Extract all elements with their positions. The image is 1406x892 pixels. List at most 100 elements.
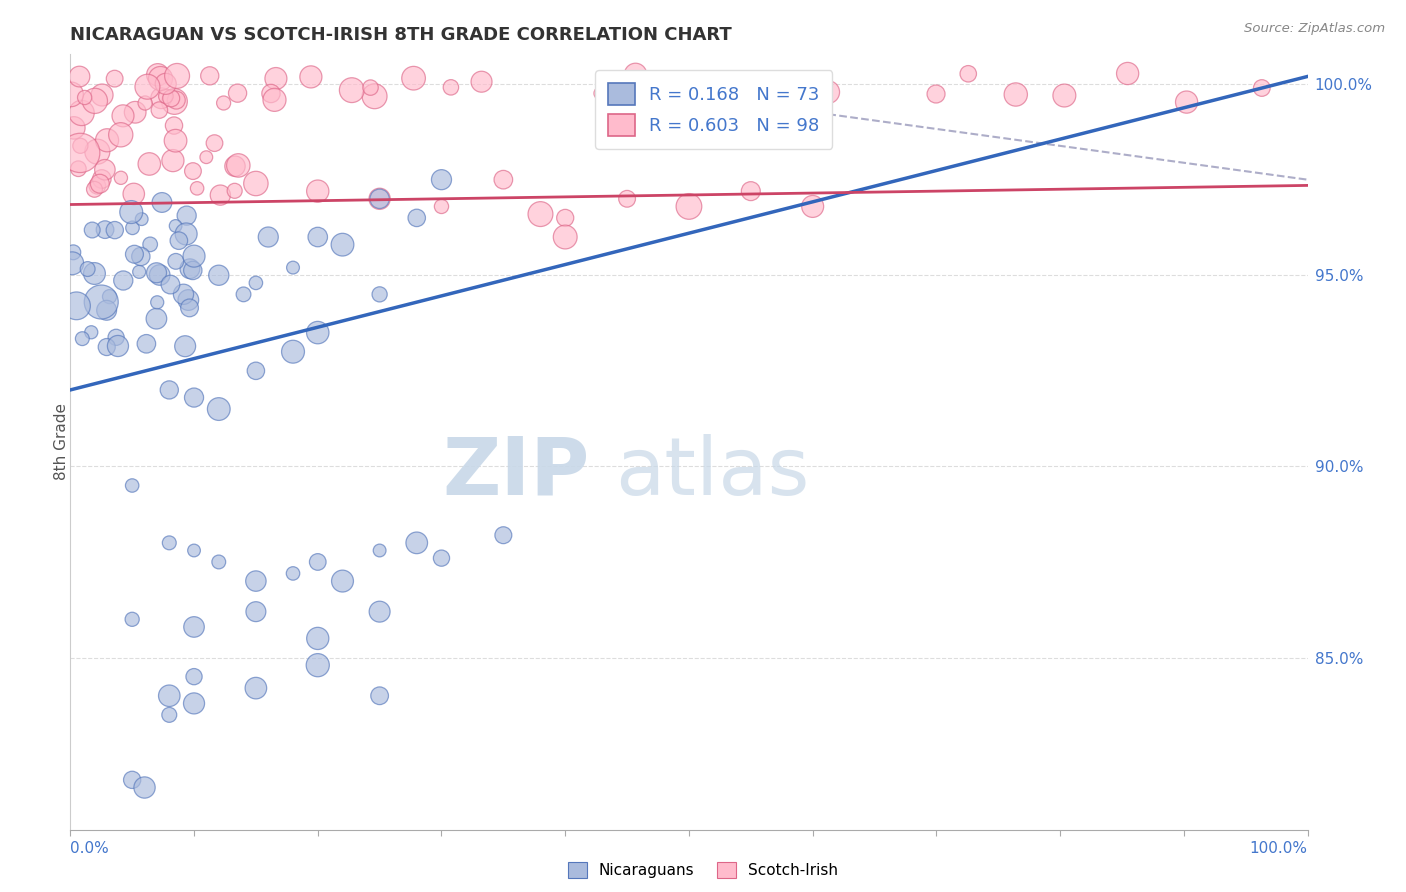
Point [208,402,231,417]
Point [181,164,204,178]
Point [368,287,391,301]
Point [181,263,204,277]
Point [124,247,146,261]
Point [128,265,150,279]
Point [155,89,177,103]
Point [70,106,93,120]
Point [245,605,267,619]
Point [63,120,86,135]
Point [80,326,103,340]
Point [173,287,195,301]
Point [145,311,167,326]
Point [135,336,157,351]
Point [165,134,187,148]
Point [112,273,135,287]
Point [174,227,197,241]
Point [111,109,134,123]
Point [60,256,83,270]
Point [368,192,391,206]
Point [1004,87,1026,102]
Point [122,186,145,201]
Point [307,326,329,340]
Point [554,230,576,244]
Point [405,536,427,550]
Point [121,220,143,235]
Point [166,69,188,83]
Point [307,230,329,244]
Point [131,212,153,227]
Point [245,574,267,588]
Point [470,75,492,89]
Point [264,71,287,86]
Point [134,95,156,110]
Point [104,71,127,86]
Point [155,77,177,91]
Point [183,697,205,711]
Point [245,276,267,290]
Point [281,566,304,581]
Point [82,223,104,237]
Legend: Nicaraguans, Scotch-Irish: Nicaraguans, Scotch-Irish [562,856,844,884]
Text: 100.0%: 100.0% [1250,841,1308,856]
Point [90,295,112,310]
Point [183,249,205,263]
Point [613,86,636,100]
Point [360,80,382,95]
Point [104,223,127,237]
Point [96,340,118,354]
Point [198,69,221,83]
Point [105,330,128,344]
Point [165,93,187,107]
Point [402,71,425,86]
Point [430,172,453,186]
Point [925,87,948,101]
Point [177,293,200,307]
Point [307,555,329,569]
Point [146,295,169,310]
Point [121,612,143,626]
Point [801,199,824,213]
Point [145,266,167,280]
Point [678,199,700,213]
Point [713,83,735,97]
Point [299,70,322,84]
Point [368,689,391,703]
Point [307,632,329,646]
Point [204,136,226,150]
Point [405,211,427,225]
Text: 0.0%: 0.0% [70,841,110,856]
Point [1116,66,1139,80]
Point [62,245,84,260]
Point [195,150,218,164]
Point [83,267,105,281]
Point [138,157,160,171]
Point [159,277,181,292]
Point [554,211,576,225]
Point [368,192,391,206]
Point [740,184,762,198]
Point [492,528,515,542]
Point [363,89,385,103]
Point [263,93,285,107]
Point [1250,81,1272,95]
Point [86,178,108,193]
Point [176,209,198,223]
Point [430,199,453,213]
Point [157,707,180,722]
Point [616,192,638,206]
Point [73,90,96,104]
Point [149,268,172,282]
Point [121,772,143,787]
Text: Source: ZipAtlas.com: Source: ZipAtlas.com [1244,22,1385,36]
Point [332,237,354,252]
Point [149,71,172,86]
Point [110,128,132,142]
Point [430,551,453,566]
Point [162,153,184,168]
Point [150,195,173,210]
Point [83,182,105,196]
Point [307,658,329,673]
Point [492,172,515,186]
Point [224,184,246,198]
Point [232,287,254,301]
